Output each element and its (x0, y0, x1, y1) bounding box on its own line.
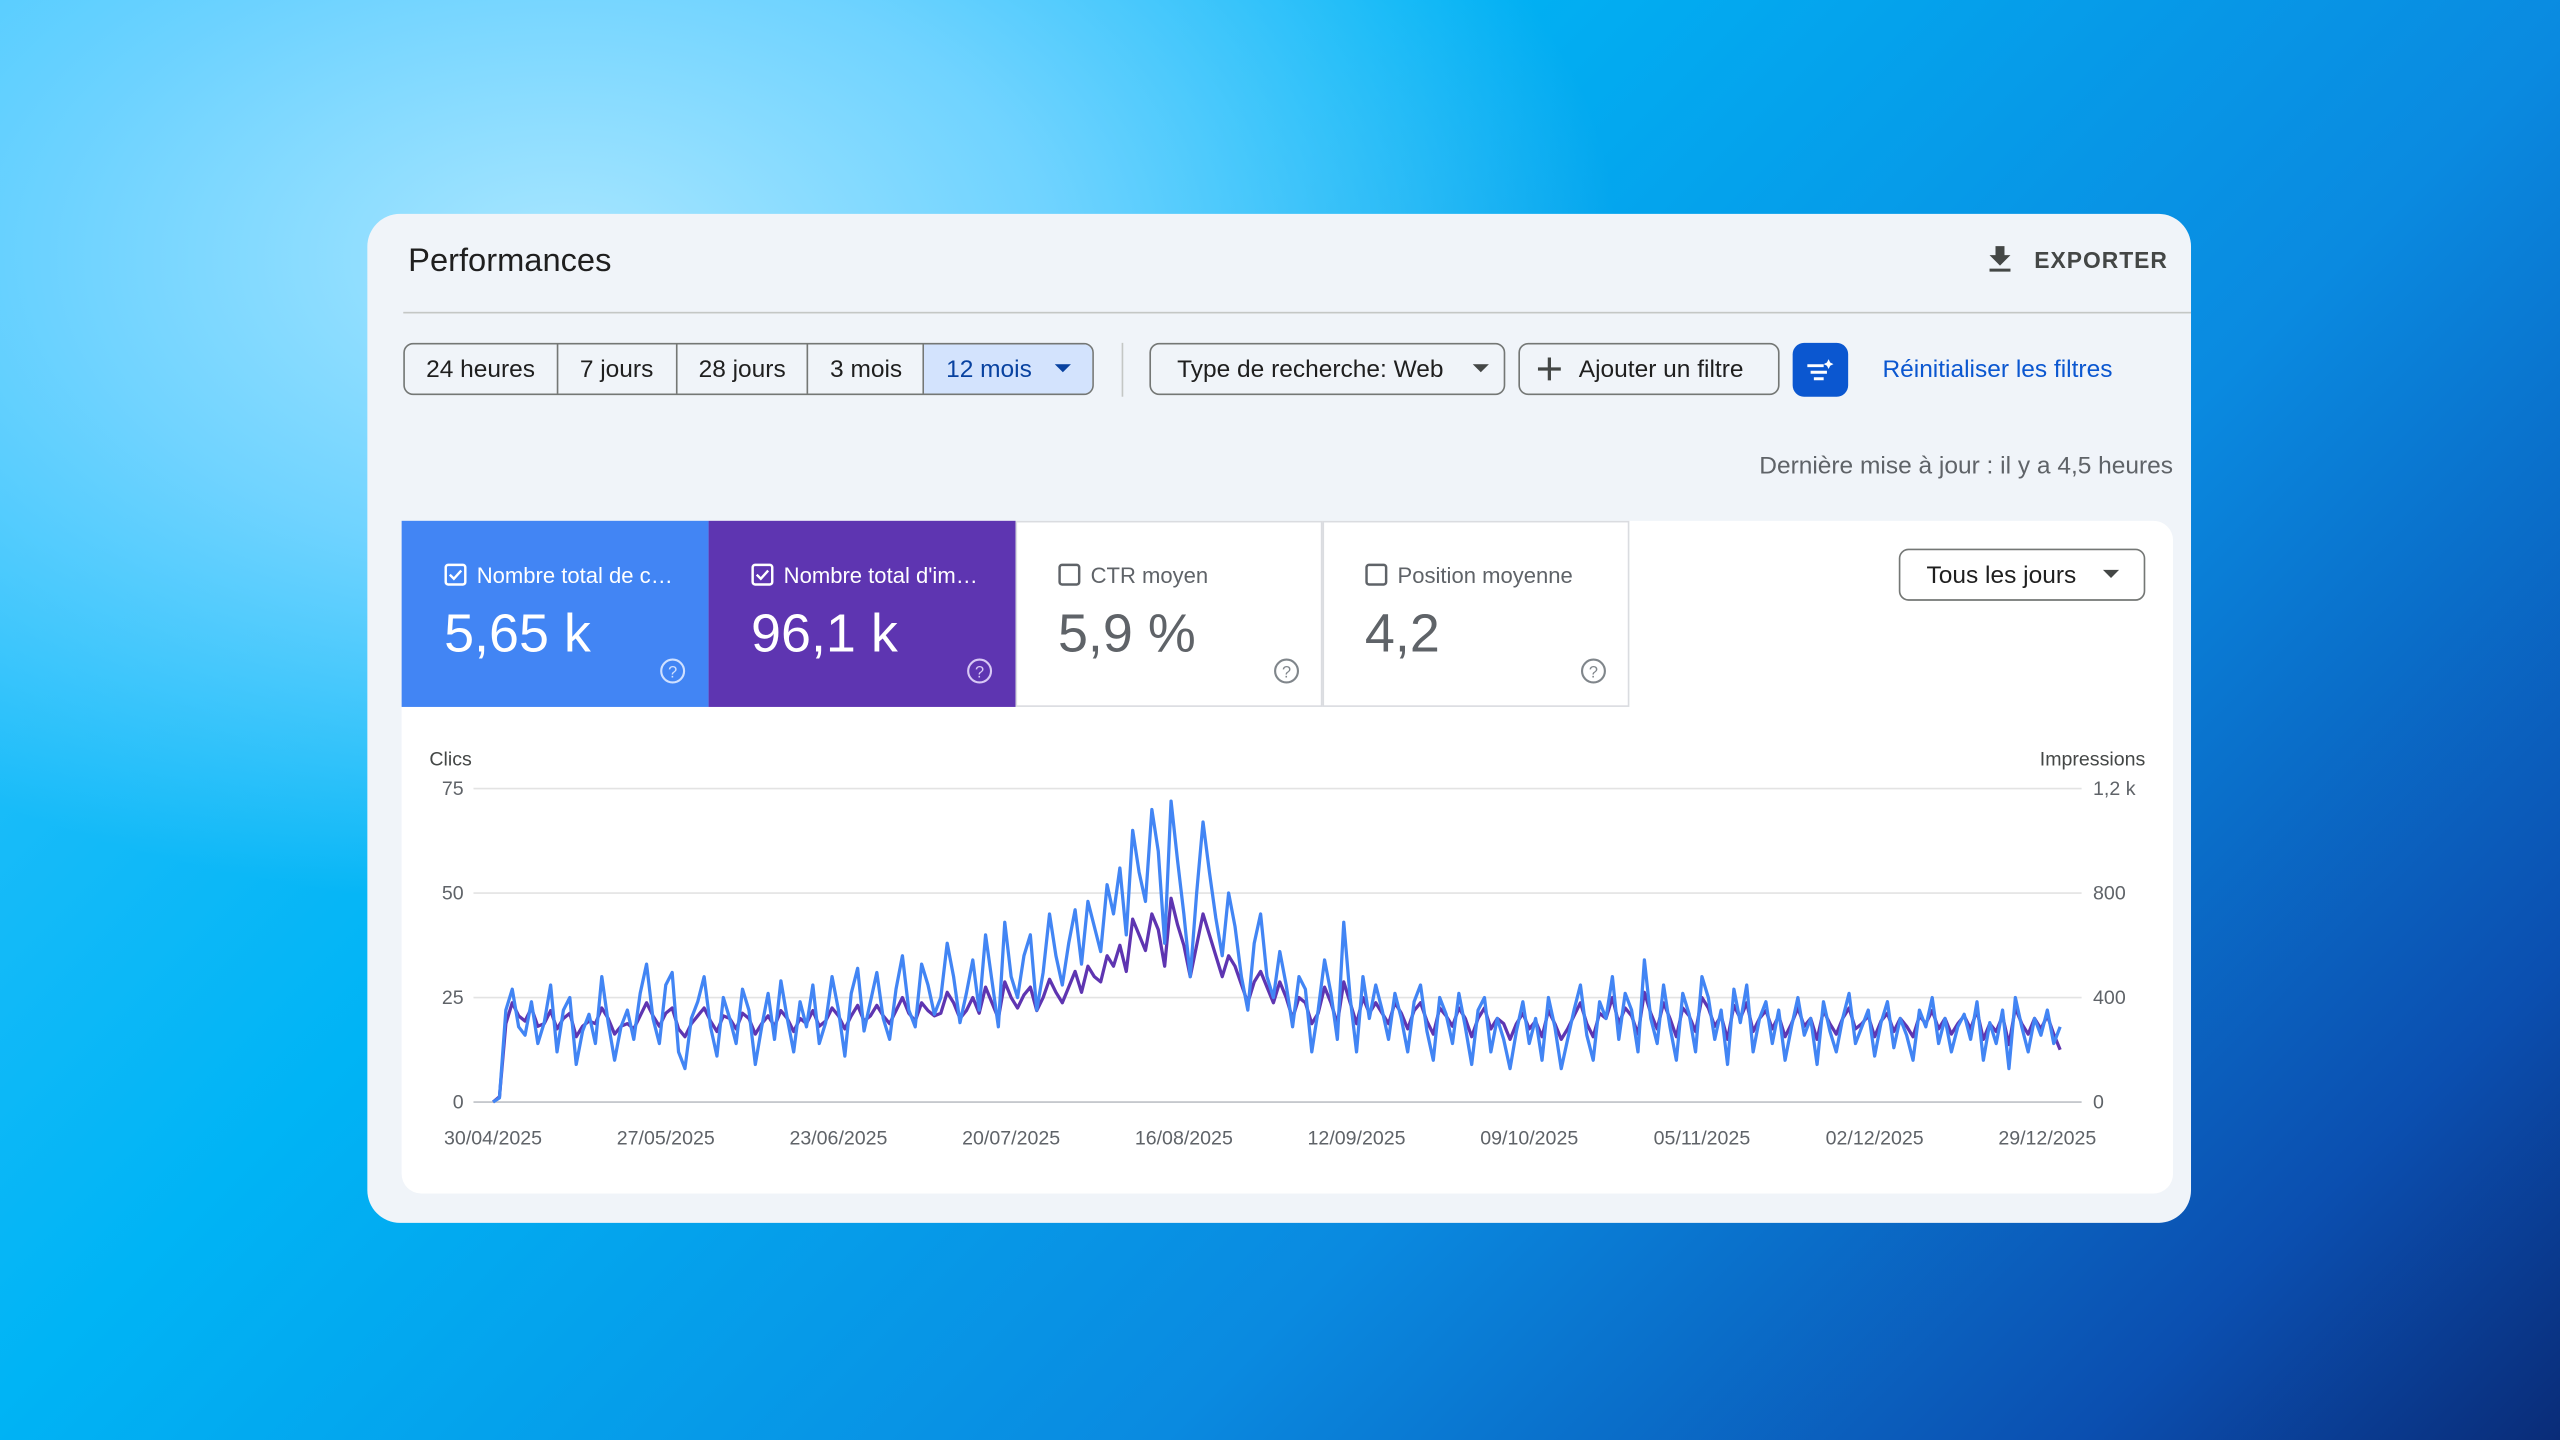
metric-label: CTR moyen (1090, 563, 1209, 588)
day-filter-dropdown[interactable]: Tous les jours (1898, 548, 2146, 601)
y-axis-title: Clics (429, 749, 472, 771)
dropdown-arrow (1054, 364, 1072, 373)
add-filter-label: Ajouter un filtre (1578, 355, 1744, 383)
filter-icon (1807, 358, 1834, 380)
x-tick-label: 27/05/2025 (617, 1127, 715, 1149)
period-option[interactable]: 24 heures (405, 344, 558, 394)
page-title: Performances (408, 243, 612, 280)
plus-icon (1537, 357, 1561, 381)
y-tick-label: 75 (442, 778, 464, 800)
period-option-selected[interactable]: 12 mois (924, 344, 1093, 394)
filter-button[interactable] (1792, 342, 1849, 397)
separator (1121, 342, 1124, 397)
checkbox-checked (444, 563, 467, 586)
export-label: EXPORTER (2034, 246, 2168, 273)
reset-filters-link[interactable]: Réinitialiser les filtres (1882, 355, 2113, 384)
svg-text:?: ? (1589, 664, 1598, 682)
svg-text:?: ? (668, 664, 677, 682)
x-tick-label: 23/06/2025 (789, 1127, 887, 1149)
x-tick-label: 30/04/2025 (444, 1127, 542, 1149)
metric-label: Nombre total d'im… (783, 563, 978, 588)
y-tick-label: 0 (453, 1092, 464, 1114)
svg-text:?: ? (975, 664, 984, 682)
x-tick-label: 20/07/2025 (962, 1127, 1060, 1149)
y2-tick-label: 400 (2093, 987, 2126, 1009)
help-icon[interactable]: ? (660, 658, 686, 684)
checkbox-checked (751, 563, 774, 586)
period-selector: 24 heures 7 jours 28 jours 3 mois 12 moi… (403, 342, 1094, 396)
metric-card[interactable]: CTR moyen 5,9 % ? (1015, 520, 1323, 707)
checkbox (1365, 563, 1388, 586)
metric-label: Nombre total de c… (476, 563, 673, 588)
y2-tick-label: 0 (2093, 1092, 2104, 1114)
svg-text:?: ? (1282, 664, 1291, 682)
download-icon (1989, 246, 2011, 272)
y-tick-label: 50 (442, 883, 464, 905)
last-update: Dernière mise à jour : il y a 4,5 heures (1759, 452, 2174, 480)
metric-card[interactable]: Position moyenne 4,2 ? (1322, 520, 1630, 707)
search-type-label: Type de recherche: Web (1177, 355, 1444, 383)
series-line (492, 896, 2062, 1104)
day-filter-label: Tous les jours (1926, 560, 2077, 589)
y2-tick-label: 800 (2093, 883, 2126, 905)
metric-value: 5,65 k (444, 602, 591, 663)
metric-label: Position moyenne (1397, 563, 1573, 588)
y2-tick-label: 1,2 k (2093, 778, 2136, 800)
metric-value: 5,9 % (1057, 602, 1196, 663)
metric-value: 4,2 (1364, 602, 1440, 663)
x-tick-label: 29/12/2025 (1998, 1127, 2096, 1149)
x-tick-label: 16/08/2025 (1135, 1127, 1233, 1149)
y-tick-label: 25 (442, 987, 464, 1009)
export-button[interactable]: EXPORTER (1982, 240, 2168, 279)
help-icon[interactable]: ? (1273, 658, 1300, 684)
period-label: 12 mois (946, 355, 1032, 383)
dropdown-arrow (1472, 364, 1490, 373)
x-tick-label: 02/12/2025 (1826, 1127, 1924, 1149)
period-option[interactable]: 7 jours (558, 344, 677, 394)
metric-value: 96,1 k (751, 602, 898, 663)
period-option[interactable]: 28 jours (677, 344, 809, 394)
y2-axis-title: Impressions (2040, 749, 2146, 771)
x-tick-label: 05/11/2025 (1654, 1127, 1751, 1149)
x-tick-label: 12/09/2025 (1308, 1127, 1406, 1149)
checkbox (1058, 563, 1081, 586)
series-line (492, 799, 2062, 1104)
search-type-dropdown[interactable]: Type de recherche: Web (1149, 342, 1506, 396)
metric-card-selected[interactable]: Nombre total de c… 5,65 k ? (401, 520, 709, 707)
divider (403, 311, 2192, 314)
period-option[interactable]: 3 mois (809, 344, 925, 394)
x-tick-label: 09/10/2025 (1480, 1127, 1578, 1149)
metric-card-selected[interactable]: Nombre total d'im… 96,1 k ? (708, 520, 1016, 707)
help-icon[interactable]: ? (1580, 658, 1606, 684)
dropdown-arrow (2102, 569, 2119, 578)
help-icon[interactable]: ? (967, 658, 993, 684)
add-filter-button[interactable]: Ajouter un filtre (1518, 342, 1780, 396)
